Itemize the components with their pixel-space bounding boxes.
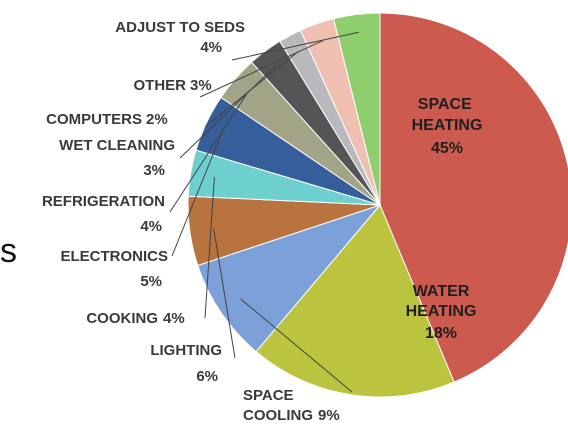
slice-space-heating (379, 12, 568, 383)
leader-line-adjust-to-seds (231, 31, 359, 61)
label-lighting: LIGHTING (150, 342, 222, 359)
leader-lines (169, 31, 359, 393)
label-space-cooling-line1: SPACE (243, 387, 294, 404)
leader-line-refrigeration (169, 90, 250, 213)
label-adjust-to-seds: ADJUST TO SEDS (115, 19, 245, 36)
label-cooking: COOKING (86, 310, 158, 327)
slice-water-heating (255, 204, 455, 398)
pct-refrigeration: 4% (140, 218, 162, 235)
label-electronics: ELECTRONICS (60, 248, 168, 265)
leader-line-computers (204, 50, 299, 128)
label-space-cooling-line2: COOLING (243, 407, 313, 424)
pct-adjust-to-seds: 4% (200, 39, 222, 56)
leader-line-lighting (213, 227, 236, 359)
pct-cooking: 4% (163, 310, 185, 327)
pct-space-cooling: 9% (318, 407, 340, 424)
label-refrigeration: REFRIGERATION (42, 193, 165, 210)
label-water-heating: WATER HEATING (406, 283, 477, 320)
pct-electronics: 5% (140, 273, 162, 290)
pct-wet-cleaning: 3% (143, 162, 165, 179)
leader-line-cooking (204, 176, 215, 319)
leader-line-wet-cleaning (179, 65, 277, 159)
pie-slices (187, 12, 568, 398)
slice-adjust-to-seds (333, 12, 381, 206)
pct-computers: 2% (146, 111, 168, 128)
leader-line-other (199, 40, 323, 98)
leader-line-electronics (171, 130, 224, 257)
label-other: OTHER (134, 77, 187, 94)
label-computers: COMPUTERS (46, 111, 142, 128)
pct-lighting: 6% (196, 368, 218, 385)
pct-space-heating: 45% (431, 140, 463, 157)
label-space-heating: SPACE HEATING (412, 96, 483, 134)
pct-water-heating: 18% (425, 325, 457, 342)
stray-letter: s (0, 232, 17, 270)
leader-line-space-cooling (240, 298, 353, 393)
label-wet-cleaning: WET CLEANING (59, 137, 175, 154)
pct-other: 3% (190, 77, 212, 94)
slice-space-cooling (197, 203, 382, 353)
